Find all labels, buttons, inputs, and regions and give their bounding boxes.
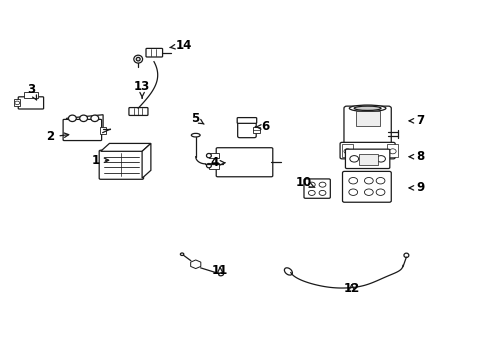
Ellipse shape — [219, 162, 230, 166]
FancyBboxPatch shape — [18, 97, 43, 109]
FancyBboxPatch shape — [24, 93, 38, 98]
Ellipse shape — [68, 115, 76, 122]
FancyBboxPatch shape — [339, 142, 394, 159]
Circle shape — [375, 177, 384, 184]
Text: 6: 6 — [255, 121, 268, 134]
Ellipse shape — [403, 253, 408, 257]
Text: 1: 1 — [92, 154, 108, 167]
FancyBboxPatch shape — [216, 148, 272, 177]
FancyBboxPatch shape — [345, 149, 389, 168]
Ellipse shape — [206, 153, 211, 158]
FancyBboxPatch shape — [304, 179, 330, 198]
FancyBboxPatch shape — [100, 127, 105, 134]
FancyBboxPatch shape — [129, 108, 148, 116]
FancyBboxPatch shape — [14, 99, 20, 107]
Circle shape — [349, 156, 358, 162]
Text: 10: 10 — [295, 176, 314, 189]
Ellipse shape — [180, 253, 183, 256]
FancyBboxPatch shape — [342, 171, 390, 202]
Text: 4: 4 — [210, 156, 224, 169]
Circle shape — [348, 177, 357, 184]
Circle shape — [364, 189, 372, 195]
Circle shape — [308, 182, 315, 187]
Text: 7: 7 — [408, 114, 423, 127]
Circle shape — [308, 190, 315, 195]
FancyBboxPatch shape — [99, 150, 143, 179]
FancyBboxPatch shape — [343, 106, 390, 148]
FancyBboxPatch shape — [146, 48, 162, 57]
Text: 5: 5 — [190, 112, 203, 125]
FancyBboxPatch shape — [208, 153, 218, 158]
Text: 2: 2 — [46, 130, 69, 144]
Ellipse shape — [353, 106, 380, 111]
FancyBboxPatch shape — [208, 163, 218, 168]
FancyBboxPatch shape — [253, 127, 260, 133]
Ellipse shape — [206, 163, 211, 168]
Circle shape — [348, 189, 357, 195]
FancyBboxPatch shape — [386, 144, 397, 157]
Polygon shape — [101, 143, 151, 151]
Circle shape — [319, 182, 325, 187]
Ellipse shape — [91, 115, 99, 122]
Ellipse shape — [284, 268, 292, 275]
FancyBboxPatch shape — [358, 154, 377, 165]
Text: 14: 14 — [169, 39, 191, 52]
FancyBboxPatch shape — [355, 111, 379, 126]
Ellipse shape — [80, 115, 87, 122]
Ellipse shape — [218, 273, 223, 276]
Circle shape — [364, 177, 372, 184]
Text: 8: 8 — [408, 150, 423, 163]
Ellipse shape — [134, 55, 142, 63]
Circle shape — [343, 149, 350, 154]
Circle shape — [376, 156, 385, 162]
Polygon shape — [190, 260, 201, 269]
FancyBboxPatch shape — [341, 144, 352, 157]
Text: 12: 12 — [343, 282, 359, 295]
Polygon shape — [66, 115, 103, 138]
Text: 11: 11 — [212, 264, 228, 277]
Ellipse shape — [191, 134, 200, 137]
FancyBboxPatch shape — [63, 120, 102, 140]
Polygon shape — [142, 143, 151, 178]
Ellipse shape — [136, 57, 140, 61]
Ellipse shape — [348, 105, 385, 112]
Text: 3: 3 — [27, 83, 37, 100]
Circle shape — [15, 101, 20, 105]
Circle shape — [319, 190, 325, 195]
Text: 13: 13 — [134, 80, 150, 98]
Circle shape — [388, 149, 395, 154]
Text: 9: 9 — [408, 181, 423, 194]
Circle shape — [375, 189, 384, 195]
FancyBboxPatch shape — [237, 118, 256, 123]
FancyBboxPatch shape — [237, 120, 256, 138]
